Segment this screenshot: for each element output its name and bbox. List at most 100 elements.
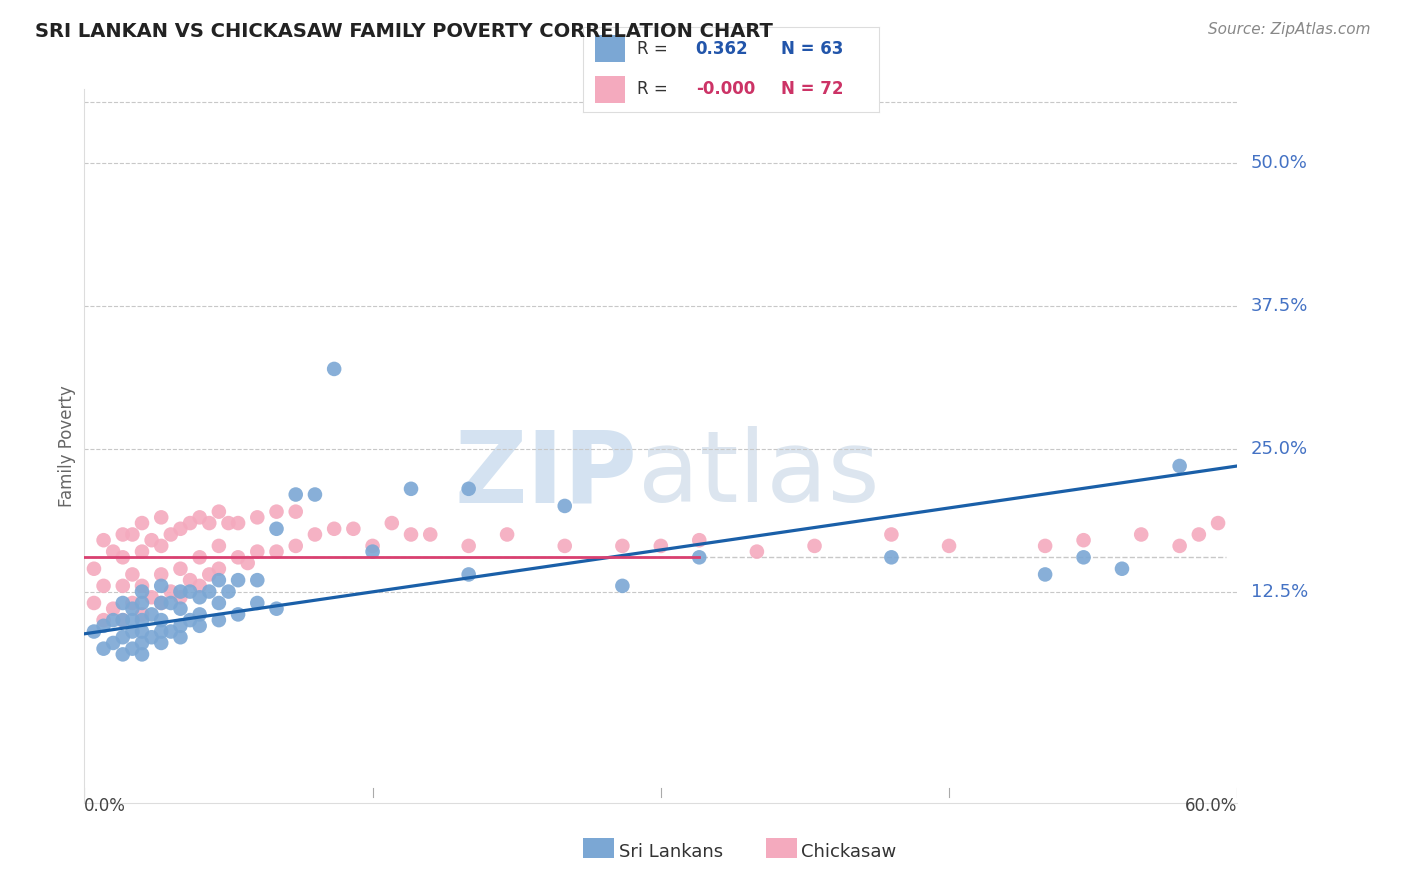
Point: [218, 516, 240, 530]
Point: [160, 596, 183, 610]
Point: [226, 573, 249, 587]
Point: [208, 539, 231, 553]
Point: [457, 539, 479, 553]
Point: [111, 613, 134, 627]
Point: [1073, 550, 1095, 565]
Point: [612, 539, 634, 553]
Point: [1168, 458, 1191, 473]
Point: [246, 544, 269, 558]
Point: [457, 482, 479, 496]
Text: 25.0%: 25.0%: [1251, 440, 1308, 458]
Point: [323, 362, 346, 376]
Point: [188, 591, 211, 605]
Point: [131, 607, 153, 622]
Point: [266, 601, 288, 615]
Point: [266, 505, 288, 519]
Point: [131, 579, 153, 593]
Point: [1033, 567, 1056, 582]
Point: [218, 584, 240, 599]
Point: [150, 539, 173, 553]
Text: Chickasaw: Chickasaw: [801, 843, 897, 861]
Point: [169, 591, 191, 605]
Point: [226, 550, 249, 565]
Point: [688, 533, 710, 548]
Point: [150, 596, 173, 610]
Point: [93, 641, 115, 656]
Point: [141, 591, 163, 605]
Point: [284, 505, 307, 519]
Point: [150, 567, 173, 582]
Point: [1073, 533, 1095, 548]
Text: Sri Lankans: Sri Lankans: [619, 843, 723, 861]
Point: [169, 584, 191, 599]
Bar: [595, 36, 624, 62]
Point: [688, 550, 710, 565]
Point: [266, 544, 288, 558]
Point: [361, 539, 384, 553]
Text: 37.5%: 37.5%: [1251, 297, 1308, 315]
Text: -0.000: -0.000: [696, 80, 755, 98]
Point: [83, 596, 105, 610]
Text: 50.0%: 50.0%: [1251, 154, 1308, 172]
Point: [419, 527, 441, 541]
Point: [121, 596, 143, 610]
Point: [169, 522, 191, 536]
Point: [121, 527, 143, 541]
Point: [1206, 516, 1229, 530]
Point: [554, 539, 576, 553]
Point: [111, 550, 134, 565]
Point: [160, 624, 183, 639]
Point: [131, 624, 153, 639]
Point: [179, 573, 201, 587]
Point: [745, 544, 768, 558]
Point: [457, 567, 479, 582]
Point: [131, 544, 153, 558]
Point: [103, 613, 124, 627]
Point: [131, 584, 153, 599]
Point: [93, 533, 115, 548]
Point: [381, 516, 404, 530]
Point: [111, 630, 134, 644]
Point: [150, 613, 173, 627]
Text: Source: ZipAtlas.com: Source: ZipAtlas.com: [1208, 22, 1371, 37]
Text: R =: R =: [637, 80, 668, 98]
Point: [169, 630, 191, 644]
Point: [612, 579, 634, 593]
Point: [188, 579, 211, 593]
Point: [111, 613, 134, 627]
Point: [141, 607, 163, 622]
Y-axis label: Family Poverty: Family Poverty: [58, 385, 76, 507]
Point: [304, 527, 326, 541]
Point: [93, 619, 115, 633]
Text: ZIP: ZIP: [456, 426, 638, 523]
Text: R =: R =: [637, 40, 668, 58]
Point: [880, 527, 903, 541]
Point: [208, 562, 231, 576]
Point: [1168, 539, 1191, 553]
Point: [1188, 527, 1211, 541]
Point: [226, 516, 249, 530]
Point: [131, 613, 153, 627]
Point: [83, 562, 105, 576]
Point: [236, 556, 259, 570]
Point: [1130, 527, 1153, 541]
Point: [188, 510, 211, 524]
Point: [226, 607, 249, 622]
Point: [121, 641, 143, 656]
Text: 60.0%: 60.0%: [1185, 797, 1237, 815]
Point: [496, 527, 519, 541]
Point: [93, 613, 115, 627]
Point: [198, 516, 221, 530]
Point: [121, 567, 143, 582]
Point: [103, 544, 124, 558]
Text: N = 72: N = 72: [782, 80, 844, 98]
Point: [803, 539, 825, 553]
Point: [160, 584, 183, 599]
Point: [198, 567, 221, 582]
Point: [266, 522, 288, 536]
Point: [188, 619, 211, 633]
Point: [131, 596, 153, 610]
Point: [1033, 539, 1056, 553]
Point: [650, 539, 672, 553]
Text: atlas: atlas: [638, 426, 879, 523]
